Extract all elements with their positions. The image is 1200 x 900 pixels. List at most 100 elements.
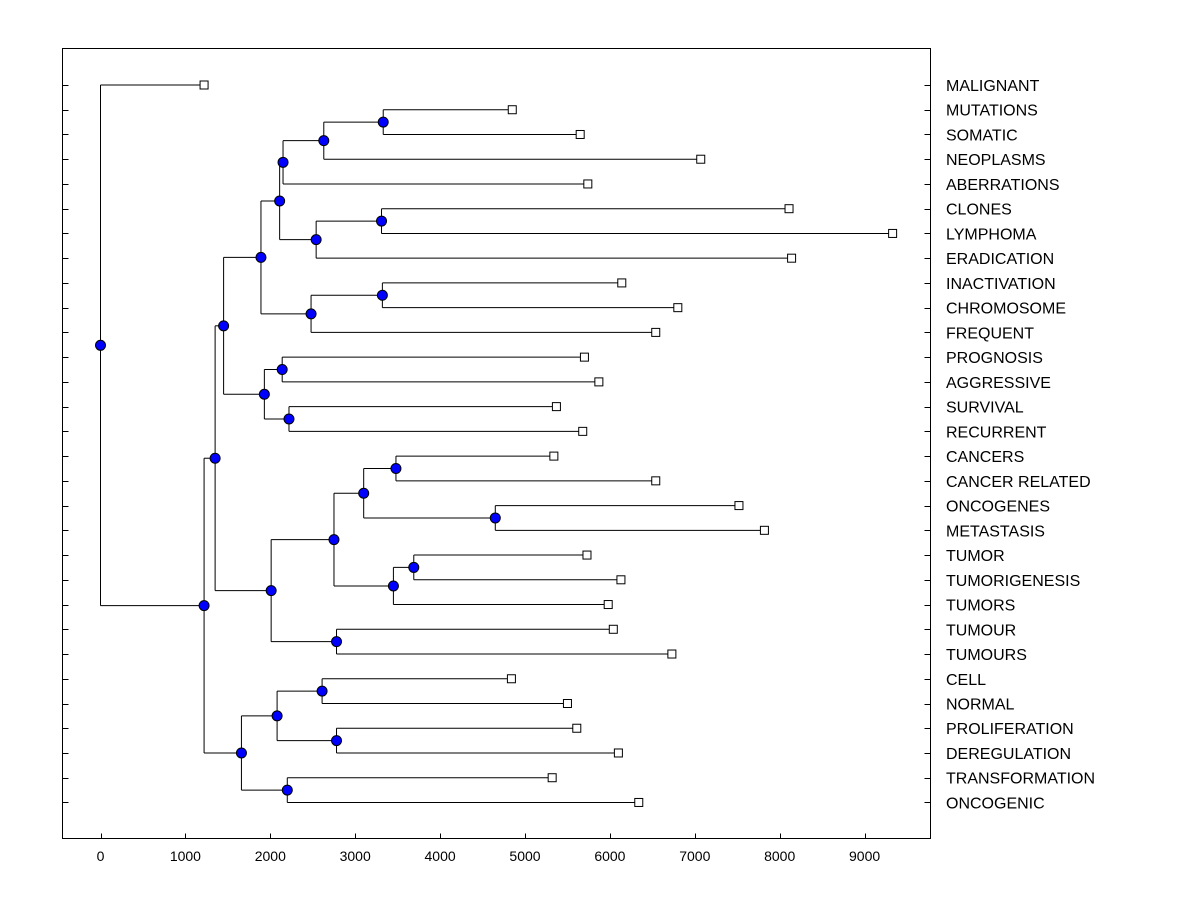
node-marker xyxy=(209,452,221,464)
node-marker xyxy=(258,388,270,400)
leaf-label: ERADICATION xyxy=(946,251,1054,268)
node-marker xyxy=(310,234,322,246)
leaf-marker xyxy=(551,402,561,412)
leaf-marker xyxy=(651,476,661,486)
leaf-label: ONCOGENIC xyxy=(946,795,1045,812)
leaf-marker xyxy=(603,600,613,610)
leaf-label: LYMPHOMA xyxy=(946,226,1037,243)
leaf-marker xyxy=(673,303,683,313)
node-marker xyxy=(283,413,295,425)
node-marker xyxy=(235,747,247,759)
node-marker xyxy=(265,585,277,597)
x-axis-ticks: 0 1000 2000 3000 4000 5000 6000 7000 8000 9000 xyxy=(97,833,880,864)
node-marker xyxy=(198,600,210,612)
leaf-marker xyxy=(667,649,677,659)
leaf-marker xyxy=(199,80,209,90)
x-tick-label: 1000 xyxy=(170,848,201,864)
leaf-label: PROLIFERATION xyxy=(946,721,1074,738)
y-tick-marks xyxy=(62,85,931,803)
leaf-marker xyxy=(579,352,589,362)
leaf-marker xyxy=(608,624,618,634)
x-tick-label: 2000 xyxy=(255,848,286,864)
leaf-label: SOMATIC xyxy=(946,127,1018,144)
node-marker xyxy=(387,580,399,592)
leaf-marker xyxy=(888,228,898,238)
leaf-marker xyxy=(583,179,593,189)
leaf-label: CELL xyxy=(946,672,986,689)
leaf-label: INACTIVATION xyxy=(946,276,1056,293)
leaf-label: ONCOGENES xyxy=(946,499,1050,516)
node-marker xyxy=(274,195,286,207)
leaf-marker xyxy=(787,253,797,263)
node-marker xyxy=(377,116,389,128)
leaf-marker xyxy=(572,723,582,733)
leaf-label: ABERRATIONS xyxy=(946,177,1060,194)
leaf-marker xyxy=(582,550,592,560)
leaf-label: SURVIVAL xyxy=(946,400,1024,417)
leaf-marker xyxy=(575,129,585,139)
leaf-label: CANCER RELATED xyxy=(946,474,1091,491)
leaf-labels: MALIGNANT MUTATIONS SOMATIC NEOPLASMS ABERRA… xyxy=(946,78,1095,812)
node-marker xyxy=(276,364,288,376)
node-markers xyxy=(95,116,501,796)
leaf-marker xyxy=(617,278,627,288)
x-tick-label: 6000 xyxy=(594,848,625,864)
node-marker xyxy=(318,135,330,147)
leaf-label: NEOPLASMS xyxy=(946,152,1046,169)
node-marker xyxy=(408,561,420,573)
leaf-label: DEREGULATION xyxy=(946,746,1071,763)
leaf-label: TUMOR xyxy=(946,548,1005,565)
leaf-marker xyxy=(613,748,623,758)
x-tick-label: 4000 xyxy=(425,848,456,864)
node-marker xyxy=(358,487,370,499)
node-marker xyxy=(390,462,402,474)
leaf-label: CLONES xyxy=(946,202,1012,219)
leaf-label: CANCERS xyxy=(946,449,1024,466)
node-marker xyxy=(281,784,293,796)
node-marker xyxy=(376,215,388,227)
x-tick-label: 7000 xyxy=(679,848,710,864)
leaf-label: TUMORS xyxy=(946,598,1015,615)
leaf-label: TUMOUR xyxy=(946,622,1016,639)
leaf-marker xyxy=(696,154,706,164)
leaf-label: METASTASIS xyxy=(946,523,1045,540)
node-marker xyxy=(376,289,388,301)
leaf-label: PROGNOSIS xyxy=(946,350,1043,367)
leaf-marker xyxy=(547,773,557,783)
leaf-marker xyxy=(578,426,588,436)
node-marker xyxy=(316,685,328,697)
x-tick-label: 8000 xyxy=(764,848,795,864)
leaf-marker xyxy=(506,674,516,684)
leaf-marker xyxy=(734,501,744,511)
node-marker xyxy=(489,512,501,524)
leaf-marker xyxy=(562,699,572,708)
leaf-marker xyxy=(616,575,626,585)
leaf-label: TUMOURS xyxy=(946,647,1027,664)
node-marker xyxy=(331,636,343,648)
plot-frame xyxy=(62,48,931,839)
node-marker xyxy=(328,534,340,546)
leaf-marker xyxy=(549,451,559,461)
x-tick-label: 5000 xyxy=(509,848,540,864)
leaf-label: RECURRENT xyxy=(946,424,1047,441)
x-tick-label: 3000 xyxy=(340,848,371,864)
node-marker xyxy=(305,308,317,320)
leaf-markers xyxy=(199,80,898,807)
leaf-marker xyxy=(594,377,604,387)
node-marker xyxy=(331,735,343,747)
leaf-label: FREQUENT xyxy=(946,325,1034,342)
x-tick-label: 0 xyxy=(97,848,105,864)
leaf-label: MUTATIONS xyxy=(946,103,1038,120)
leaf-label: TRANSFORMATION xyxy=(946,771,1095,788)
leaf-label: NORMAL xyxy=(946,697,1015,714)
leaf-marker xyxy=(759,525,769,535)
leaf-label: MALIGNANT xyxy=(946,78,1040,95)
leaf-marker xyxy=(507,105,517,115)
leaf-label: AGGRESSIVE xyxy=(946,375,1051,392)
leaf-marker xyxy=(651,327,661,337)
node-marker xyxy=(255,251,267,263)
leaf-marker xyxy=(784,204,794,214)
leaf-label: CHROMOSOME xyxy=(946,301,1066,318)
x-tick-label: 9000 xyxy=(849,848,880,864)
